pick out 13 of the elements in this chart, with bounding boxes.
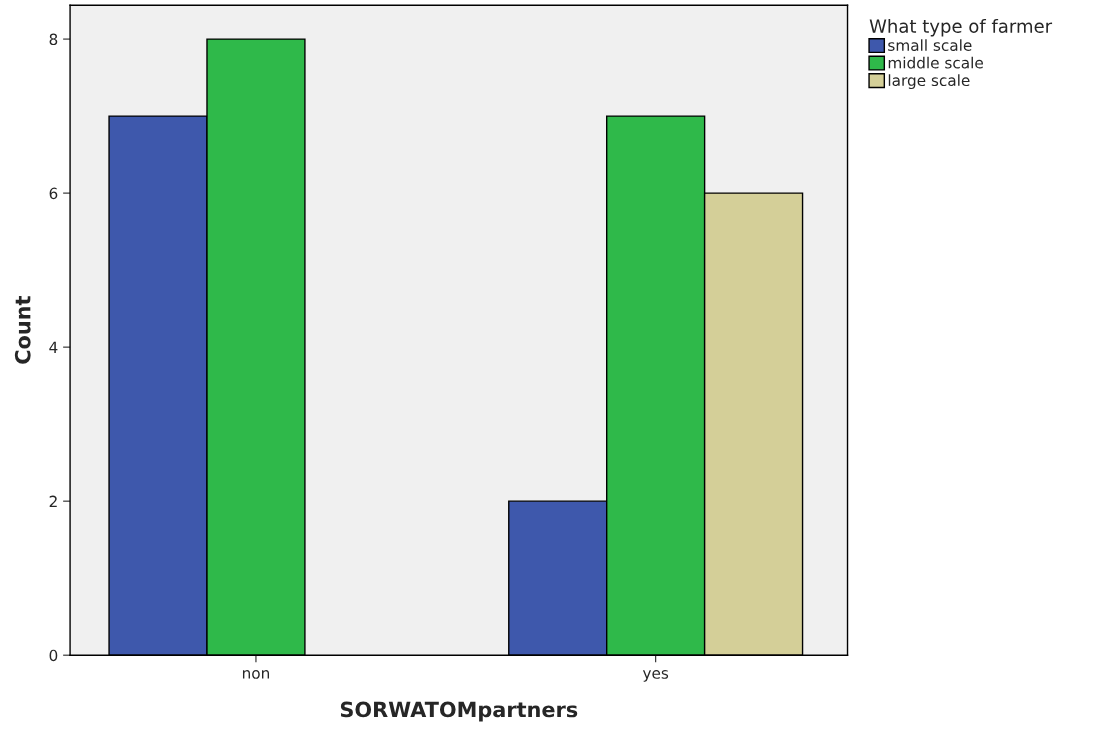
y-tick-label: 0: [49, 649, 58, 662]
x-tick-label: yes: [642, 670, 669, 682]
legend-label: middle scale: [888, 56, 983, 69]
y-tick-label: 2: [49, 495, 57, 507]
x-tick-label: non: [242, 670, 270, 679]
legend-label: large scale: [888, 74, 970, 90]
y-tick-label: 4: [49, 341, 58, 353]
y-axis-title: Count: [14, 296, 31, 364]
y-tick-label: 8: [49, 33, 58, 46]
x-axis-title: SORWATOMpartners: [340, 701, 578, 722]
legend-title: What type of farmer: [869, 18, 1053, 37]
legend-label: small scale: [888, 39, 972, 51]
y-tick-label: 6: [49, 187, 58, 200]
